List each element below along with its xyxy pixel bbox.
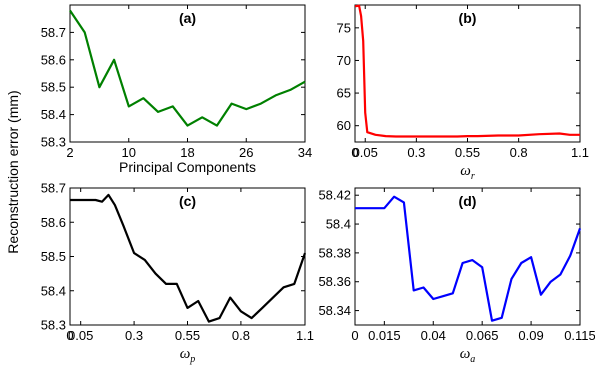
x-tick-label: 0 <box>66 328 73 343</box>
y-tick-label: 58.5 <box>41 249 66 264</box>
x-tick-label: 0.8 <box>510 145 528 160</box>
y-tick-label: 58.42 <box>318 188 351 203</box>
x-tick-label: 0.3 <box>125 328 143 343</box>
series-line-b <box>354 4 580 138</box>
y-tick-label: 58.7 <box>41 25 66 40</box>
x-tick-label: 0.05 <box>353 145 378 160</box>
shared-y-axis-label: Reconstruction error (mm) <box>5 90 21 253</box>
x-axis-label-c: ωp <box>180 346 196 365</box>
panel-b: 00.05 0.3 0.55 0.8 1.1 60 65 70 75 (b) ωr <box>337 4 589 182</box>
x-tick-label: 0.55 <box>175 328 200 343</box>
y-tick-label: 58.4 <box>41 283 66 298</box>
x-tick-label: 10 <box>122 145 136 160</box>
x-tick-label: 0.09 <box>518 328 543 343</box>
x-tick-label: 26 <box>239 145 253 160</box>
panels-group: 2 10 18 26 34 58.3 58.4 58.5 58.6 58.7 (a) Principa… <box>41 4 595 366</box>
x-axis-label-a: Principal Components <box>119 159 256 175</box>
y-tick-label: 58.7 <box>41 181 66 196</box>
y-tick-label: 70 <box>337 53 351 68</box>
x-tick-label: 0.015 <box>368 328 401 343</box>
series-line-d <box>355 195 582 322</box>
x-tick-label: 0 <box>351 145 358 160</box>
y-tick-label: 58.4 <box>41 107 66 122</box>
x-tick-label: 34 <box>298 145 312 160</box>
y-tick-label: 58.6 <box>41 215 66 230</box>
y-tick-label: 58.34 <box>318 303 351 318</box>
y-tick-label: 58.38 <box>318 245 351 260</box>
series-line-c <box>70 193 307 323</box>
x-tick-label: 0.8 <box>232 328 250 343</box>
x-tick-label: 0.115 <box>564 328 595 343</box>
y-tick-label: 65 <box>337 86 351 101</box>
x-tick-label: 1.1 <box>571 145 589 160</box>
x-tick-label: 1.1 <box>296 328 314 343</box>
x-tick-label: 0.3 <box>407 145 425 160</box>
x-tick-label: 0.55 <box>455 145 480 160</box>
x-tick-label: 0.05 <box>68 328 93 343</box>
y-tick-label: 58.3 <box>41 318 66 333</box>
y-tick-label: 60 <box>337 118 351 133</box>
series-line-a <box>69 9 306 127</box>
x-tick-label: 2 <box>66 145 73 160</box>
y-tick-label: 58.3 <box>41 135 66 150</box>
panel-label-a: (a) <box>179 10 196 26</box>
x-tick-label: 0 <box>351 328 358 343</box>
y-tick-label: 58.36 <box>318 274 351 289</box>
x-axis-label-b: ωr <box>460 163 475 182</box>
x-tick-label: 0.065 <box>466 328 499 343</box>
panel-d: 0 0.015 0.04 0.065 0.09 0.115 58.34 58.36 58.38 5… <box>318 187 595 365</box>
plot-frame-d <box>354 187 581 326</box>
x-tick-label: 0.04 <box>421 328 446 343</box>
panel-c: 00.05 0.3 0.55 0.8 1.1 58.3 58.4 58.5 58.6 58.7 (c… <box>41 181 314 366</box>
panel-a: 2 10 18 26 34 58.3 58.4 58.5 58.6 58.7 (a) Principa… <box>41 4 312 175</box>
panel-label-d: (d) <box>459 193 477 209</box>
y-tick-label: 58.4 <box>326 217 351 232</box>
panel-label-b: (b) <box>459 10 477 26</box>
y-tick-label: 58.6 <box>41 52 66 67</box>
y-tick-label: 58.5 <box>41 80 66 95</box>
y-tick-label: 75 <box>337 20 351 35</box>
panel-label-c: (c) <box>179 193 196 209</box>
x-tick-label: 18 <box>180 145 194 160</box>
x-axis-label-d: ωa <box>460 346 476 365</box>
